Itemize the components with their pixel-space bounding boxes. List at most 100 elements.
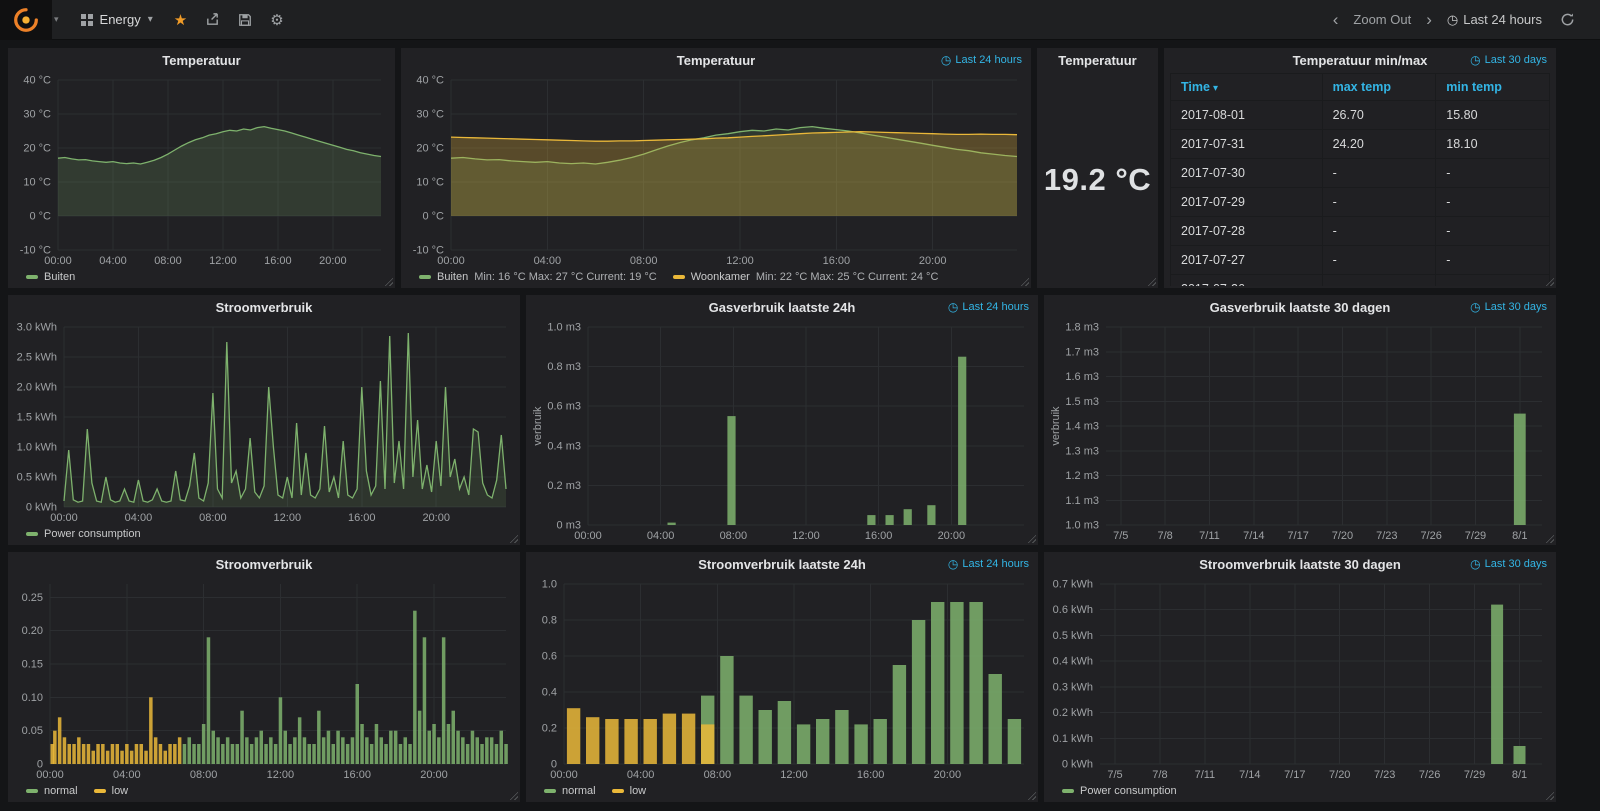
table-column-header[interactable]: Time ▾ — [1170, 73, 1323, 101]
panel-title[interactable]: Temperatuur — [676, 53, 756, 68]
power-30d-bar-chart[interactable]: 0 kWh 0.1 kWh 0.2 kWh 0.3 kWh 0.4 kWh 0.5 kWh… — [1048, 577, 1552, 782]
svg-text:20:00: 20:00 — [934, 769, 962, 781]
svg-text:7/23: 7/23 — [1374, 769, 1395, 781]
svg-text:7/8: 7/8 — [1157, 530, 1172, 542]
svg-text:0.6 kWh: 0.6 kWh — [1053, 604, 1093, 616]
legend-item[interactable]: normal — [544, 785, 596, 797]
temperature-line-chart[interactable]: -10 °C 0 °C 10 °C 20 °C 30 °C 40 °C 00:00 04:00… — [12, 73, 391, 268]
legend-item[interactable]: normal — [26, 785, 78, 797]
panel-title[interactable]: Gasverbruik laatste 30 dagen — [1209, 300, 1391, 315]
panel-stroomverbruik-30d: Stroomverbruik laatste 30 dagen ◷ Last 3… — [1044, 552, 1556, 802]
table-cell: - — [1321, 187, 1437, 217]
svg-text:1.3 m3: 1.3 m3 — [1065, 445, 1099, 457]
temperature-dual-line-chart[interactable]: -10 °C 0 °C 10 °C 20 °C 30 °C 40 °C 00:00 04:00… — [405, 73, 1027, 268]
gas-usage-30d-bar-chart[interactable]: 1.0 m3 1.1 m3 1.2 m3 1.3 m3 1.4 m3 1.5 m3 1.6 … — [1048, 320, 1552, 543]
share-button[interactable] — [196, 0, 229, 40]
legend-series-marker — [672, 275, 685, 279]
legend-item[interactable]: low — [611, 785, 647, 797]
dashboard-grid-icon — [80, 13, 93, 26]
legend-item[interactable]: Woonkamer Min: 22 °C Max: 25 °C Current: … — [672, 271, 938, 283]
svg-text:10 °C: 10 °C — [416, 177, 444, 189]
panel-resize-handle[interactable] — [384, 277, 393, 286]
svg-text:04:00: 04:00 — [534, 255, 562, 267]
chart-legend: Buiten Min: 16 °C Max: 27 °C Current: 19 … — [405, 268, 1027, 286]
legend-item[interactable]: Buiten Min: 16 °C Max: 27 °C Current: 19 … — [419, 271, 657, 283]
legend-series-marker — [26, 275, 38, 279]
table-cell: 24.20 — [1321, 129, 1437, 159]
table-column-header[interactable]: min temp — [1435, 73, 1550, 101]
panel-title[interactable]: Stroomverbruik — [215, 557, 313, 572]
panel-temperatuur-singlestat: Temperatuur 19.2 °C — [1037, 48, 1158, 288]
power-normal-low-bar-chart[interactable]: 0 0.05 0.10 0.15 0.20 0.25 00:00 04:00 08:00 12:0… — [12, 577, 516, 782]
svg-text:0 m3: 0 m3 — [557, 520, 581, 532]
svg-text:1.0 kWh: 1.0 kWh — [17, 442, 57, 454]
favorite-star-button[interactable]: ★ — [165, 0, 196, 40]
save-button[interactable] — [229, 0, 261, 40]
grafana-logo[interactable] — [0, 0, 52, 40]
legend-series-label: low — [629, 785, 647, 797]
panel-resize-handle[interactable] — [1545, 534, 1554, 543]
svg-text:0.2: 0.2 — [542, 723, 557, 735]
svg-text:7/11: 7/11 — [1199, 530, 1220, 542]
panel-gasverbruik-30d: Gasverbruik laatste 30 dagen ◷ Last 30 d… — [1044, 295, 1556, 545]
table-cell: 2017-07-26 — [1170, 274, 1323, 286]
svg-text:12:00: 12:00 — [209, 255, 237, 267]
singlestat-value: 19.2 °C — [1043, 161, 1152, 197]
table-column-header[interactable]: max temp — [1321, 73, 1437, 101]
svg-text:0.4 m3: 0.4 m3 — [547, 440, 581, 452]
svg-text:0.5 kWh: 0.5 kWh — [17, 472, 57, 484]
table-cell: - — [1435, 158, 1550, 188]
power-consumption-line-chart[interactable]: 0 kWh 0.5 kWh 1.0 kWh 1.5 kWh 2.0 kWh 2.5 kWh… — [12, 320, 516, 525]
refresh-button[interactable] — [1551, 0, 1584, 40]
time-shift-forward-button[interactable]: › — [1420, 0, 1438, 40]
panel-resize-handle[interactable] — [1027, 534, 1036, 543]
panel-title[interactable]: Temperatuur — [1058, 53, 1137, 68]
legend-item[interactable]: Power consumption — [1062, 785, 1177, 797]
dashboard-row-1: Temperatuur -10 °C 0 °C 10 °C 20 °C 30 °C 40 … — [8, 48, 1556, 288]
panel-title[interactable]: Temperatuur — [162, 53, 241, 68]
panel-title[interactable]: Stroomverbruik laatste 24h — [698, 557, 866, 572]
panel-time-badge: ◷ Last 24 hours — [947, 300, 1029, 314]
dashboard-name: Energy — [99, 12, 141, 27]
power-24h-bar-chart[interactable]: 0 0.2 0.4 0.6 0.8 1.0 00:00 04:00 08:00 12:00 16:0… — [530, 577, 1034, 782]
table-cell: 2017-07-28 — [1170, 216, 1323, 246]
svg-text:20:00: 20:00 — [420, 769, 448, 781]
gas-usage-24h-bar-chart[interactable]: 0 m3 0.2 m3 0.4 m3 0.6 m3 0.8 m3 1.0 m3 00:00 0… — [530, 320, 1034, 543]
svg-text:16:00: 16:00 — [348, 512, 376, 524]
table-cell: 2017-07-31 — [1170, 129, 1323, 159]
time-shift-back-button[interactable]: ‹ — [1327, 0, 1345, 40]
table-cell: - — [1321, 216, 1437, 246]
dashboard-picker[interactable]: Energy ▾ — [69, 0, 165, 40]
svg-text:1.1 m3: 1.1 m3 — [1065, 495, 1099, 507]
svg-text:00:00: 00:00 — [574, 530, 602, 542]
panel-title[interactable]: Stroomverbruik laatste 30 dagen — [1199, 557, 1401, 572]
legend-item[interactable]: low — [93, 785, 128, 797]
svg-text:12:00: 12:00 — [792, 530, 820, 542]
svg-text:1.7 m3: 1.7 m3 — [1065, 346, 1099, 358]
svg-text:08:00: 08:00 — [199, 512, 227, 524]
panel-resize-handle[interactable] — [1147, 277, 1156, 286]
legend-item[interactable]: Buiten — [26, 271, 75, 283]
panel-title[interactable]: Temperatuur min/max — [1292, 53, 1428, 68]
panel-resize-handle[interactable] — [1020, 277, 1029, 286]
time-range-picker[interactable]: ◷ Last 24 hours — [1438, 0, 1551, 40]
svg-text:20:00: 20:00 — [319, 255, 347, 267]
svg-text:0.1 kWh: 0.1 kWh — [1053, 733, 1093, 745]
panel-title[interactable]: Stroomverbruik — [215, 300, 313, 315]
panel-resize-handle[interactable] — [1027, 791, 1036, 800]
svg-text:16:00: 16:00 — [857, 769, 885, 781]
legend-item[interactable]: Power consumption — [26, 528, 141, 540]
panel-resize-handle[interactable] — [509, 534, 518, 543]
panel-stroomverbruik-24h: Stroomverbruik laatste 24h ◷ Last 24 hou… — [526, 552, 1038, 802]
settings-button[interactable]: ⚙ — [261, 0, 292, 40]
logo-caret-icon[interactable]: ▾ — [54, 14, 59, 24]
panel-time-badge: ◷ Last 30 days — [1470, 53, 1547, 67]
panel-resize-handle[interactable] — [509, 791, 518, 800]
table-cell: 2017-07-27 — [1170, 245, 1323, 275]
dashboard-row-2: Stroomverbruik 0 kWh 0.5 kWh 1.0 kWh 1.5 kW… — [8, 295, 1556, 545]
panel-title[interactable]: Gasverbruik laatste 24h — [708, 300, 856, 315]
panel-resize-handle[interactable] — [1545, 791, 1554, 800]
svg-text:0 kWh: 0 kWh — [26, 502, 57, 514]
panel-resize-handle[interactable] — [1545, 277, 1554, 286]
zoom-out-button[interactable]: Zoom Out — [1344, 0, 1420, 40]
